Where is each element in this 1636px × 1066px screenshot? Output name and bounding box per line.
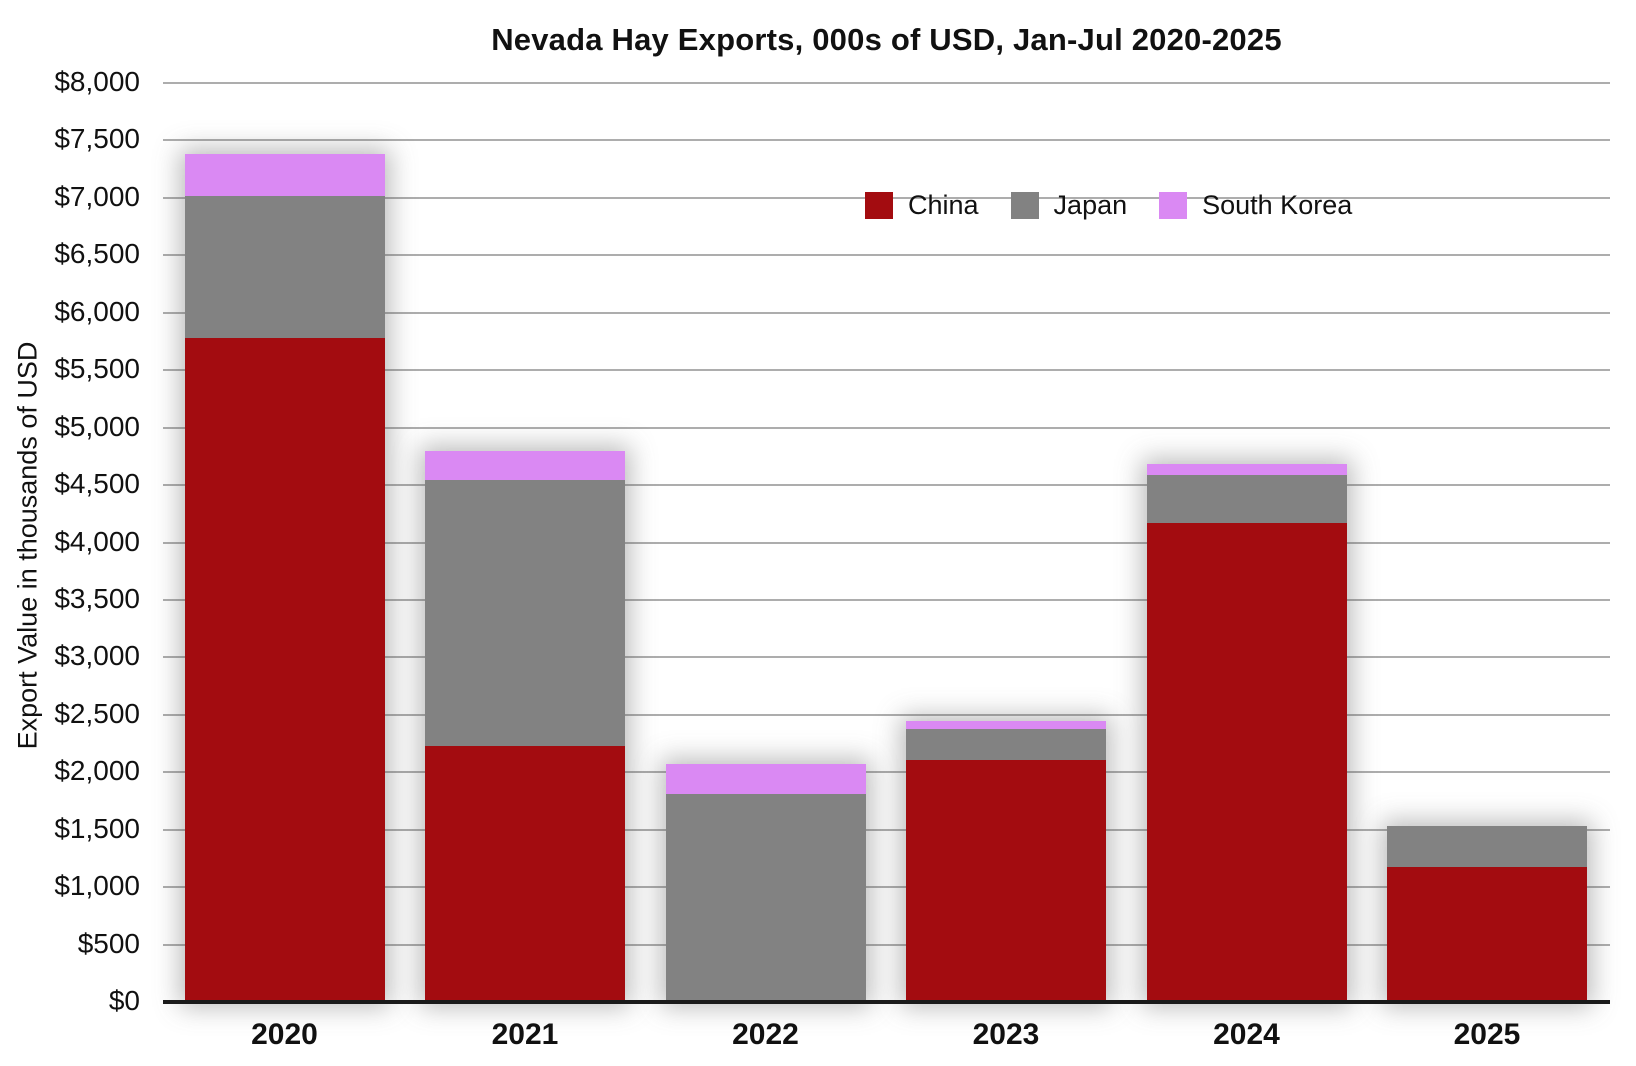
- x-tick-label-2023: 2023: [972, 1018, 1040, 1051]
- bar-segment-2024-south-korea: [1146, 464, 1347, 476]
- y-gridline: [163, 943, 1610, 946]
- bar-segment-2022-japan: [665, 794, 866, 1002]
- x-tick-label-2022: 2022: [732, 1018, 799, 1051]
- legend-label-china: China: [908, 190, 979, 220]
- legend-label-japan: Japan: [1053, 190, 1128, 220]
- bar-segment-2022-south-korea: [665, 763, 866, 795]
- bar-segment-2021-china: [425, 746, 625, 1002]
- y-gridline: [163, 311, 1610, 314]
- x-tick-label-2020: 2020: [251, 1018, 318, 1051]
- y-tick-label: $7,500: [54, 123, 140, 155]
- bar-segment-2021-south-korea: [425, 450, 625, 480]
- y-gridline: [163, 713, 1610, 716]
- y-tick-label: $2,000: [54, 755, 140, 787]
- japan-swatch-icon: [1010, 192, 1039, 219]
- y-tick-label: $3,500: [54, 582, 140, 614]
- bar-segment-2023-china: [906, 759, 1106, 1002]
- bar-segment-2025-japan: [1387, 826, 1587, 868]
- y-gridline: [163, 656, 1610, 659]
- y-tick-label: $5,500: [54, 353, 140, 385]
- bar-2020: [184, 154, 385, 1002]
- bar-segment-2023-south-korea: [906, 720, 1106, 730]
- y-gridline: [163, 828, 1610, 831]
- bar-2025: [1387, 826, 1587, 1002]
- legend-item-japan: Japan: [1010, 190, 1128, 221]
- y-tick-label: $8,000: [54, 66, 140, 97]
- x-tick-label-2021: 2021: [491, 1018, 559, 1051]
- bar-segment-2025-china: [1387, 867, 1587, 1002]
- y-tick-label: $7,000: [54, 180, 140, 212]
- bar-segment-2024-japan: [1146, 475, 1347, 523]
- y-tick-label: $6,500: [54, 238, 140, 270]
- chart-title: Nevada Hay Exports, 000s of USD, Jan-Jul…: [491, 22, 1282, 57]
- bar-2021: [425, 450, 625, 1002]
- y-tick-label: $500: [77, 927, 140, 959]
- bar-segment-2024-china: [1146, 522, 1347, 1002]
- y-gridline: [163, 139, 1610, 142]
- y-tick-label: $0: [108, 985, 140, 1016]
- bar-2024: [1146, 464, 1347, 1002]
- y-gridline: [163, 484, 1610, 487]
- x-tick-label-2024: 2024: [1213, 1018, 1280, 1051]
- legend: China Japan South Korea: [865, 190, 1352, 221]
- bar-segment-2021-japan: [425, 479, 625, 747]
- y-gridline: [163, 82, 1610, 84]
- bar-segment-2020-japan: [184, 195, 385, 339]
- legend-item-china: China: [865, 190, 979, 221]
- legend-label-south-korea: South Korea: [1202, 190, 1353, 220]
- x-tick-label-2025: 2025: [1453, 1018, 1521, 1051]
- y-gridline: [163, 426, 1610, 429]
- china-swatch-icon: [865, 192, 893, 219]
- bar-2022: [665, 763, 866, 1002]
- y-gridline: [163, 541, 1610, 544]
- y-gridline: [163, 771, 1610, 774]
- y-tick-label: $3,000: [54, 640, 140, 672]
- bar-segment-2020-china: [184, 338, 385, 1002]
- y-gridline: [163, 254, 1610, 257]
- y-gridline: [163, 886, 1610, 889]
- y-gridline: [163, 598, 1610, 601]
- bar-segment-2023-japan: [906, 729, 1106, 760]
- y-tick-label: $1,500: [54, 812, 140, 844]
- y-tick-label: $2,500: [54, 697, 140, 729]
- legend-item-south-korea: South Korea: [1159, 190, 1352, 221]
- south-korea-swatch-icon: [1159, 192, 1188, 219]
- x-axis-line: [163, 1000, 1610, 1004]
- y-tick-label: $4,500: [54, 468, 140, 500]
- bar-segment-2020-south-korea: [184, 154, 385, 196]
- y-tick-label: $6,000: [54, 295, 140, 327]
- y-tick-label: $4,000: [54, 525, 140, 557]
- y-gridline: [163, 369, 1610, 372]
- y-tick-label: $1,000: [54, 870, 140, 902]
- bar-2023: [906, 720, 1106, 1002]
- y-tick-label: $5,000: [54, 410, 140, 442]
